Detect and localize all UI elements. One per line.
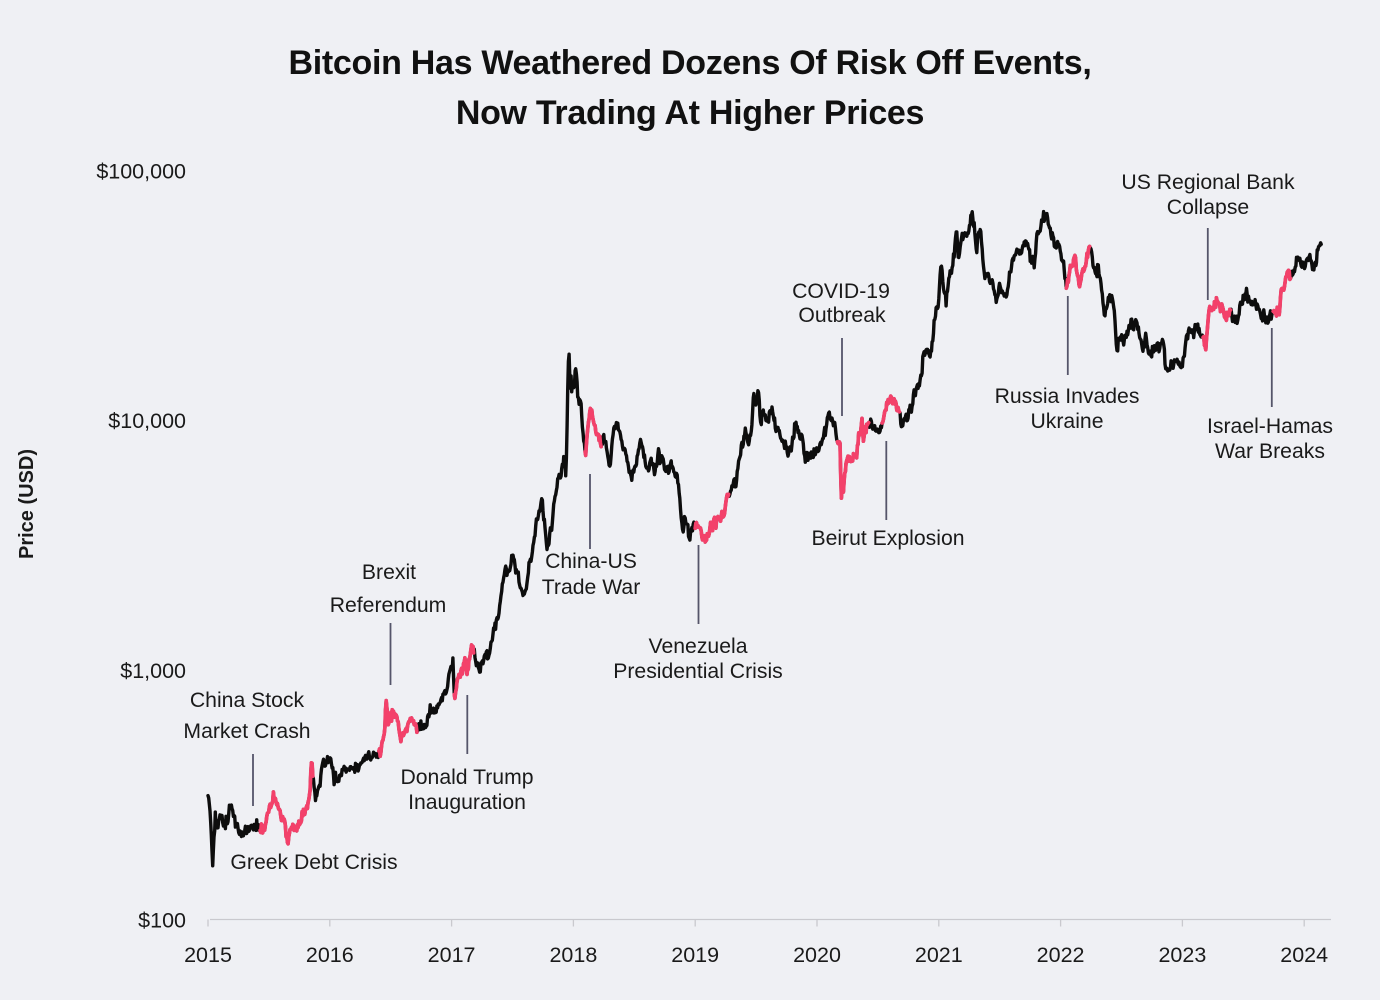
- svg-text:Brexit: Brexit: [362, 561, 416, 584]
- svg-text:2016: 2016: [306, 943, 354, 967]
- svg-text:Beirut Explosion: Beirut Explosion: [811, 527, 964, 550]
- svg-text:Bitcoin Has Weathered Dozens O: Bitcoin Has Weathered Dozens Of Risk Off…: [288, 44, 1091, 82]
- svg-text:2024: 2024: [1280, 943, 1328, 967]
- svg-text:Trade War: Trade War: [542, 576, 641, 599]
- svg-text:Collapse: Collapse: [1167, 196, 1249, 219]
- svg-text:$1,000: $1,000: [120, 659, 186, 683]
- svg-text:Russia Invades: Russia Invades: [995, 385, 1140, 408]
- svg-text:Now Trading At Higher Prices: Now Trading At Higher Prices: [456, 94, 924, 132]
- svg-text:US Regional Bank: US Regional Bank: [1121, 171, 1295, 194]
- svg-text:China-US: China-US: [545, 550, 637, 573]
- svg-text:Presidential Crisis: Presidential Crisis: [613, 660, 783, 683]
- svg-text:2021: 2021: [915, 943, 963, 967]
- svg-text:2015: 2015: [184, 943, 232, 967]
- svg-text:Price (USD): Price (USD): [16, 449, 38, 559]
- svg-text:Israel-Hamas: Israel-Hamas: [1207, 415, 1333, 438]
- svg-text:2017: 2017: [428, 943, 476, 967]
- svg-text:2020: 2020: [793, 943, 841, 967]
- svg-text:Donald Trump: Donald Trump: [400, 766, 533, 789]
- svg-text:China Stock: China Stock: [190, 689, 305, 712]
- svg-text:COVID-19: COVID-19: [792, 280, 890, 303]
- svg-text:$100: $100: [138, 909, 186, 933]
- svg-text:Outbreak: Outbreak: [798, 304, 886, 327]
- svg-text:Venezuela: Venezuela: [649, 635, 748, 658]
- svg-text:2023: 2023: [1158, 943, 1206, 967]
- svg-text:2019: 2019: [671, 943, 719, 967]
- svg-text:2022: 2022: [1037, 943, 1085, 967]
- svg-text:Inauguration: Inauguration: [408, 791, 526, 814]
- svg-text:$100,000: $100,000: [96, 159, 186, 183]
- svg-text:Referendum: Referendum: [330, 594, 447, 617]
- svg-text:War Breaks: War Breaks: [1215, 440, 1325, 463]
- svg-text:Ukraine: Ukraine: [1030, 410, 1103, 433]
- svg-text:Greek Debt Crisis: Greek Debt Crisis: [230, 851, 397, 874]
- svg-text:$10,000: $10,000: [108, 409, 186, 433]
- svg-text:2018: 2018: [549, 943, 597, 967]
- svg-text:Market Crash: Market Crash: [183, 720, 310, 743]
